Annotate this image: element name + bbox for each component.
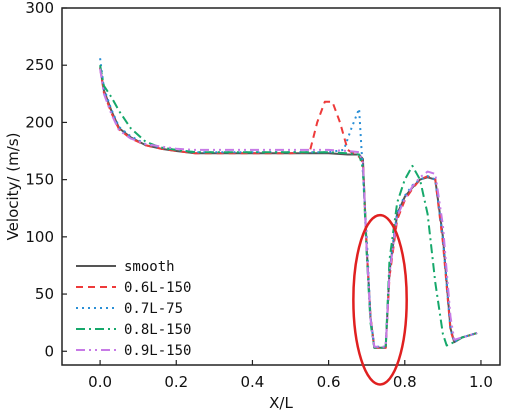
y-tick-label: 50 — [35, 285, 54, 303]
series-line-4 — [99, 68, 478, 348]
ticks: 0.0 0.2 0.4 0.6 0.8 1.0 0 50 100 150 200 250 300 — [25, 0, 493, 391]
y-tick-label: 0 — [44, 342, 54, 360]
highlight-ellipse — [352, 213, 408, 386]
x-tick-label: 0.8 — [393, 373, 417, 391]
annotations — [352, 213, 408, 386]
legend-label-2: 0.7L-75 — [124, 301, 183, 317]
legend-label-3: 0.8L-150 — [124, 322, 191, 338]
x-tick-label: 0.6 — [317, 373, 341, 391]
y-tick-label: 150 — [25, 171, 54, 189]
x-tick-label: 0.2 — [164, 373, 188, 391]
plot-frame — [61, 7, 501, 366]
y-tick-label: 100 — [25, 228, 54, 246]
series-lines — [99, 58, 478, 349]
y-axis-label: Velocity/ (m/s) — [4, 133, 22, 241]
y-tick-label: 200 — [25, 113, 54, 131]
x-tick-label: 0.4 — [241, 373, 265, 391]
x-tick-label: 1.0 — [469, 373, 493, 391]
legend-label-1: 0.6L-150 — [124, 280, 191, 296]
x-axis-label: X/L — [269, 394, 293, 412]
x-tick-label: 0.0 — [88, 373, 112, 391]
legend: smooth 0.6L-150 0.7L-75 0.8L-150 0.9L-150 — [76, 259, 191, 359]
y-tick-label: 300 — [25, 0, 54, 17]
y-tick-label: 250 — [25, 56, 54, 74]
legend-label-4: 0.9L-150 — [124, 343, 191, 359]
legend-label-0: smooth — [124, 259, 175, 275]
